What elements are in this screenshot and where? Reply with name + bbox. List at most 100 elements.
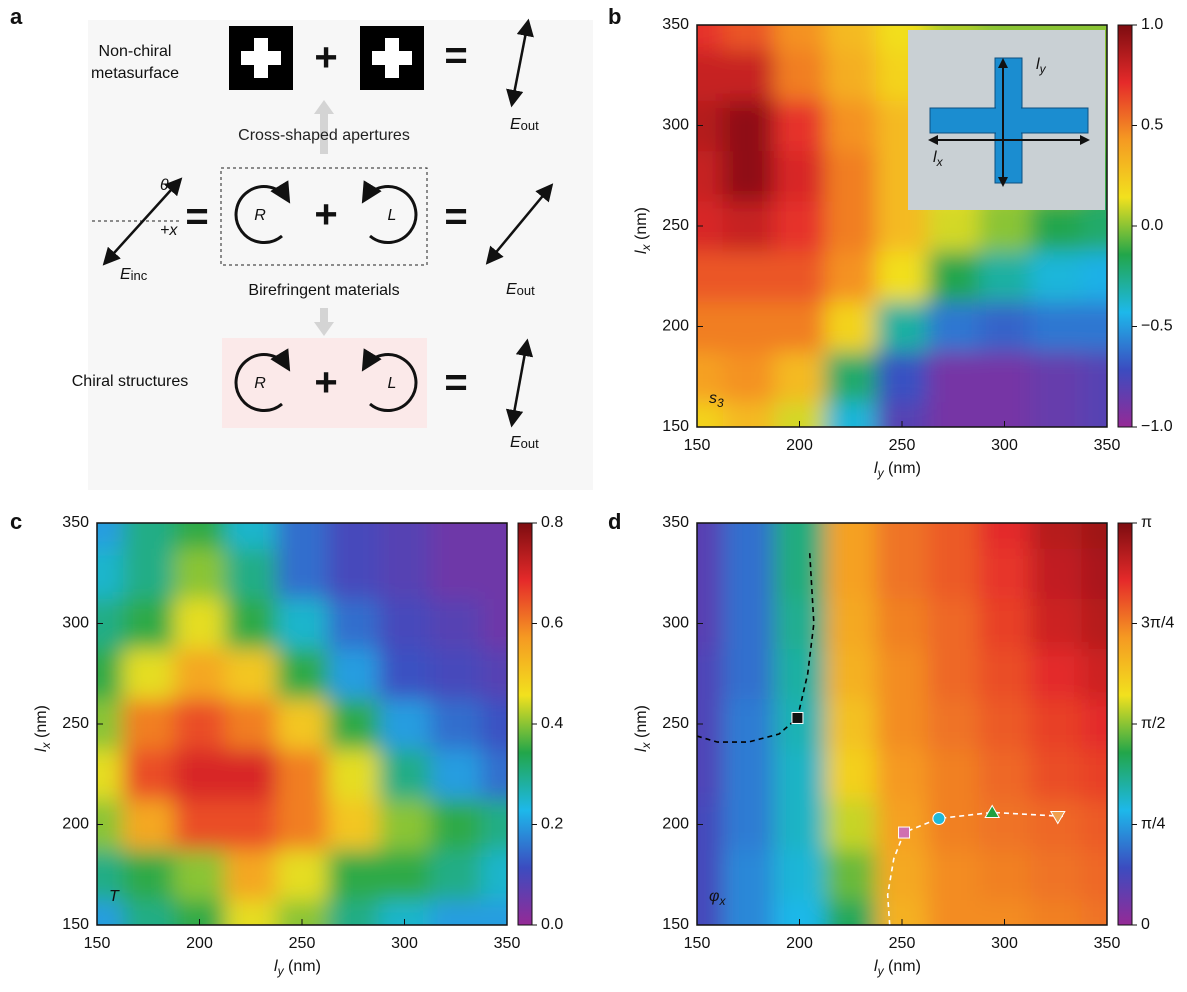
cell (722, 351, 775, 403)
colorbar-tick-label: π/2 (1141, 715, 1165, 732)
cell (378, 849, 431, 901)
cell (927, 749, 980, 800)
cell (122, 799, 175, 851)
cell (481, 799, 507, 851)
cell (276, 799, 329, 851)
cell (225, 523, 277, 549)
caption: Cross-shaped apertures (238, 127, 410, 144)
grey-arrow (314, 100, 334, 154)
cell (1030, 698, 1082, 750)
cell (825, 648, 877, 700)
cell (773, 200, 826, 252)
cell (927, 698, 980, 750)
cell (1030, 548, 1082, 599)
cell (276, 849, 329, 901)
y-tick-label: 350 (662, 16, 689, 33)
cell (122, 648, 175, 700)
cell (927, 899, 980, 925)
cell (378, 523, 431, 549)
cross (372, 38, 412, 78)
y-tick-label: 350 (62, 514, 89, 531)
y-tick-label: 200 (62, 816, 89, 833)
label: out (521, 436, 539, 451)
cell (430, 698, 482, 750)
cell (697, 351, 724, 403)
x-axis-label: ly (nm) (874, 958, 921, 978)
panel-tag: φx (709, 888, 726, 908)
cell (978, 351, 1031, 403)
cell (378, 698, 431, 750)
highlight-box (222, 338, 427, 428)
rotation-arrow (234, 180, 291, 244)
text-part: T (109, 888, 120, 905)
cell (927, 598, 980, 650)
cell (722, 648, 775, 700)
cell (773, 648, 826, 700)
text-part: (nm) (884, 460, 921, 477)
marker (932, 811, 946, 825)
cell (225, 648, 277, 700)
text-part: y (277, 964, 285, 978)
heatmap-cells (97, 523, 507, 925)
equals: = (444, 34, 467, 78)
cell (430, 598, 482, 650)
cell (1081, 799, 1107, 851)
cell (173, 548, 226, 599)
cell (978, 648, 1031, 700)
marker (898, 826, 911, 839)
cell (1081, 548, 1107, 599)
cell (327, 648, 380, 700)
cell (327, 799, 380, 851)
cell (876, 849, 929, 901)
cell (173, 648, 226, 700)
cell (97, 899, 124, 925)
cell (825, 251, 877, 302)
cell (1081, 598, 1107, 650)
text-part: 3 (717, 396, 724, 410)
panel-label: a (10, 4, 23, 29)
cell (276, 698, 329, 750)
cell (697, 25, 724, 51)
y-axis-label: lx (nm) (633, 705, 653, 752)
cell (1081, 251, 1107, 302)
y-axis-label: lx (nm) (33, 705, 53, 752)
angle-label: θ (160, 177, 169, 194)
cell (1030, 523, 1082, 549)
cell (122, 698, 175, 750)
colorbar-tick-label: 0 (1141, 916, 1150, 933)
cell (1030, 648, 1082, 700)
cell (978, 548, 1031, 599)
cell (825, 523, 877, 549)
cell (1030, 351, 1082, 403)
cell (378, 598, 431, 650)
colorbar-tick-label: 1.0 (1141, 16, 1163, 33)
label: Chiral structures (72, 373, 188, 390)
cell (276, 598, 329, 650)
cell (1081, 401, 1107, 427)
cell (122, 548, 175, 599)
cell (773, 849, 826, 901)
cell (825, 200, 877, 252)
cell (697, 523, 724, 549)
cell (327, 899, 380, 925)
cell (978, 251, 1031, 302)
x-tick-label: 150 (684, 935, 711, 952)
marker (791, 711, 804, 724)
label: E (506, 281, 517, 298)
cell (378, 548, 431, 599)
caption: Birefringent materials (248, 282, 399, 299)
cell (697, 548, 724, 599)
colorbar (1117, 522, 1133, 926)
cell (481, 698, 507, 750)
cell (927, 351, 980, 403)
cell (773, 598, 826, 650)
cell (173, 849, 226, 901)
cell (825, 598, 877, 650)
cell (722, 25, 775, 51)
y-tick-label: 200 (662, 816, 689, 833)
colorbar (1117, 24, 1133, 428)
cell (773, 100, 826, 152)
polarization-arrow (505, 338, 534, 428)
cell (825, 50, 877, 101)
